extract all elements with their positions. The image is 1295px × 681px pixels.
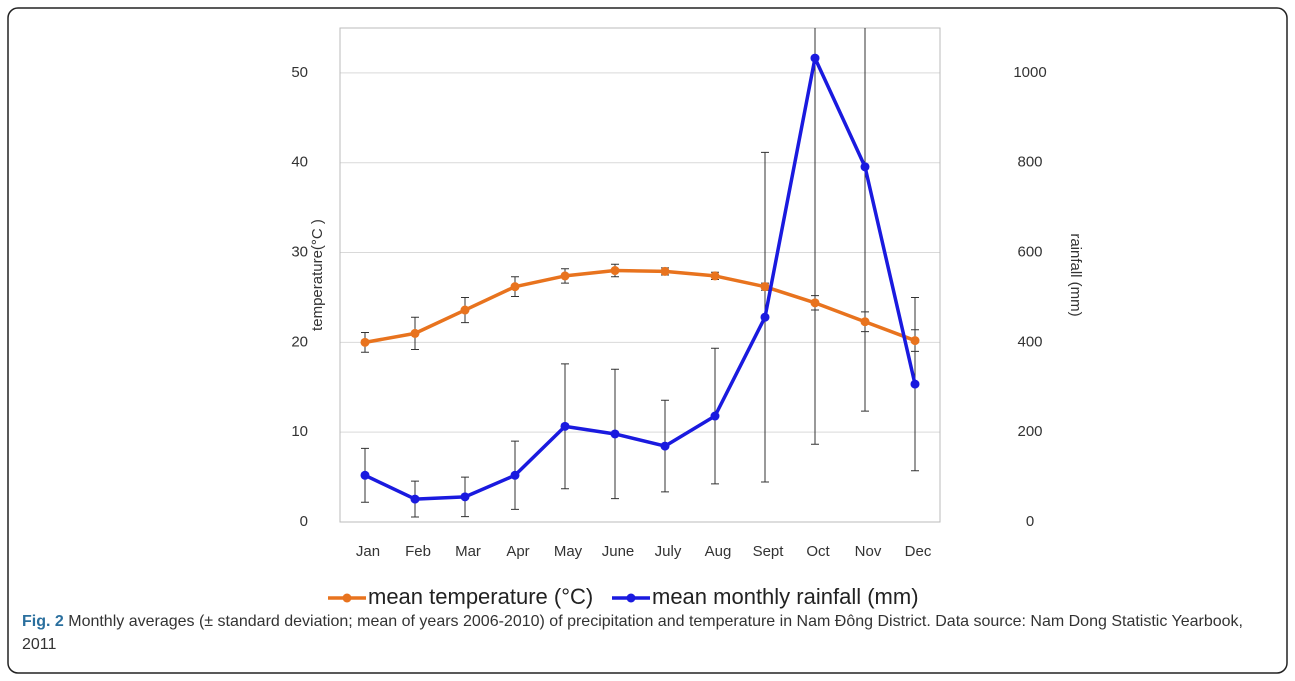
point bbox=[560, 271, 570, 281]
y-tick-label: 40 bbox=[291, 154, 308, 171]
x-tick-label: Sept bbox=[753, 543, 785, 560]
legend-label: mean monthly rainfall (mm) bbox=[652, 584, 919, 609]
error-bar bbox=[811, 28, 819, 445]
x-tick-label: Apr bbox=[506, 543, 529, 560]
point bbox=[510, 282, 520, 292]
legend-label: mean temperature (°C) bbox=[368, 584, 593, 609]
y2-tick-label: 0 bbox=[1026, 513, 1034, 530]
y-tick-label: 20 bbox=[291, 333, 308, 350]
point bbox=[860, 162, 870, 172]
x-tick-label: Nov bbox=[855, 543, 882, 560]
caption: Fig. 2 Monthly averages (± standard devi… bbox=[22, 610, 1272, 656]
point bbox=[610, 429, 620, 439]
y-tick-label: 30 bbox=[291, 244, 308, 261]
y-tick-label: 10 bbox=[291, 423, 308, 440]
x-tick-label: Oct bbox=[806, 543, 830, 560]
point bbox=[710, 411, 720, 421]
y2-tick-label: 600 bbox=[1017, 244, 1042, 261]
point bbox=[460, 492, 470, 502]
point bbox=[760, 282, 770, 292]
series-line bbox=[364, 268, 916, 345]
x-tick-label: Jan bbox=[356, 543, 380, 560]
caption-label: Fig. 2 bbox=[22, 613, 64, 630]
point bbox=[660, 266, 670, 276]
caption-text: Monthly averages (± standard deviation; … bbox=[22, 613, 1243, 653]
y-tick-label: 50 bbox=[291, 64, 308, 81]
point bbox=[910, 336, 920, 346]
point bbox=[460, 305, 470, 315]
x-tick-label: June bbox=[602, 543, 635, 560]
point bbox=[810, 53, 820, 63]
point bbox=[360, 470, 370, 480]
x-tick-label: July bbox=[655, 543, 682, 560]
x-tick-label: Mar bbox=[455, 543, 481, 560]
point bbox=[660, 441, 670, 451]
point bbox=[510, 470, 520, 480]
point bbox=[410, 494, 420, 504]
y-tick-label: 0 bbox=[300, 513, 308, 530]
y2-tick-label: 400 bbox=[1017, 333, 1042, 350]
x-tick-label: Aug bbox=[705, 543, 732, 560]
legend-marker bbox=[342, 593, 352, 603]
y-axis-label: temperature(°C ) bbox=[309, 219, 326, 331]
y2-tick-label: 1000 bbox=[1013, 64, 1046, 81]
y2-tick-label: 200 bbox=[1017, 423, 1042, 440]
point bbox=[560, 421, 570, 431]
point bbox=[360, 337, 370, 347]
point bbox=[860, 317, 870, 327]
x-tick-label: May bbox=[554, 543, 583, 560]
x-tick-label: Feb bbox=[405, 543, 431, 560]
x-tick-label: Dec bbox=[905, 543, 932, 560]
point bbox=[810, 298, 820, 308]
point bbox=[910, 379, 920, 389]
y2-tick-label: 800 bbox=[1017, 154, 1042, 171]
point bbox=[610, 266, 620, 276]
point bbox=[410, 328, 420, 338]
figure-frame bbox=[7, 7, 1288, 674]
y2-axis-label: rainfall (mm) bbox=[1067, 233, 1084, 316]
series-line bbox=[364, 56, 917, 501]
legend-marker bbox=[626, 593, 636, 603]
point bbox=[760, 312, 770, 322]
plot-frame bbox=[339, 27, 941, 523]
error-bar bbox=[861, 28, 869, 412]
point bbox=[710, 271, 720, 281]
